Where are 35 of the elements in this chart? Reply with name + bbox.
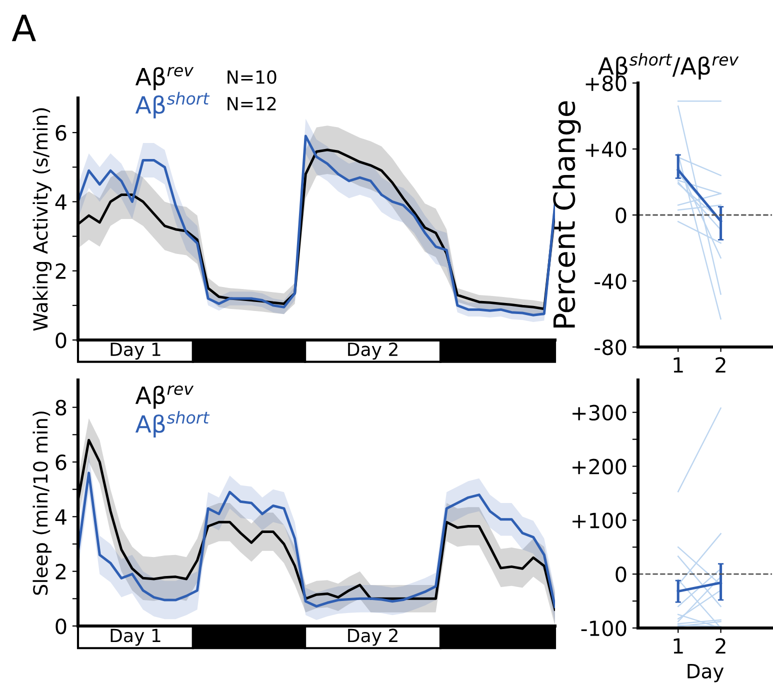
y-tick-label: 0 [616, 566, 626, 582]
y-tick-label: 2 [56, 263, 66, 279]
y-tick-label: 4 [55, 194, 66, 210]
x-axis-title: Day [688, 664, 724, 682]
x-tick-label: 1 [674, 638, 683, 654]
text: Day 2 [348, 342, 398, 360]
y-axis-title: Percent Change [552, 101, 581, 328]
text: Aβ$^{rev}$ [135, 66, 194, 90]
text: Day 1 [110, 628, 160, 646]
y-tick-label: 4 [55, 509, 66, 525]
text: Day 2 [348, 628, 398, 646]
x-tick-label: 1 [674, 357, 683, 373]
annotation: N=12 [228, 96, 276, 110]
text: N=10 [228, 70, 276, 84]
y-tick-label: +100 [572, 512, 626, 528]
legend-label: Aβ$^{rev}$ [135, 386, 194, 409]
y-tick-label: 0 [616, 207, 626, 224]
series-label: Aβ$^{short}$ [135, 92, 210, 118]
text: Aβ$^{short}$ [135, 410, 210, 438]
y-tick-label: 6 [56, 125, 66, 141]
y-axis-title: Waking Activity (s/min) [32, 108, 52, 331]
y-tick-label: 0 [56, 332, 66, 348]
y-tick-label: 0 [56, 618, 66, 634]
text: A [12, 14, 36, 42]
y-tick-label: -40 [594, 273, 626, 290]
y-tick-label: 6 [56, 454, 66, 470]
y-tick-label: 2 [56, 564, 66, 580]
y-tick-label: +200 [572, 458, 626, 474]
y-tick-label: 8 [56, 400, 66, 416]
y-tick-label: -100 [581, 620, 626, 636]
y-tick-label: -80 [594, 339, 626, 356]
y-axis-title: Sleep (min/10 min) [32, 412, 52, 595]
y-tick-label: +40 [586, 141, 626, 158]
text: Day 1 [110, 342, 160, 360]
y-tick-label: +300 [572, 404, 626, 421]
